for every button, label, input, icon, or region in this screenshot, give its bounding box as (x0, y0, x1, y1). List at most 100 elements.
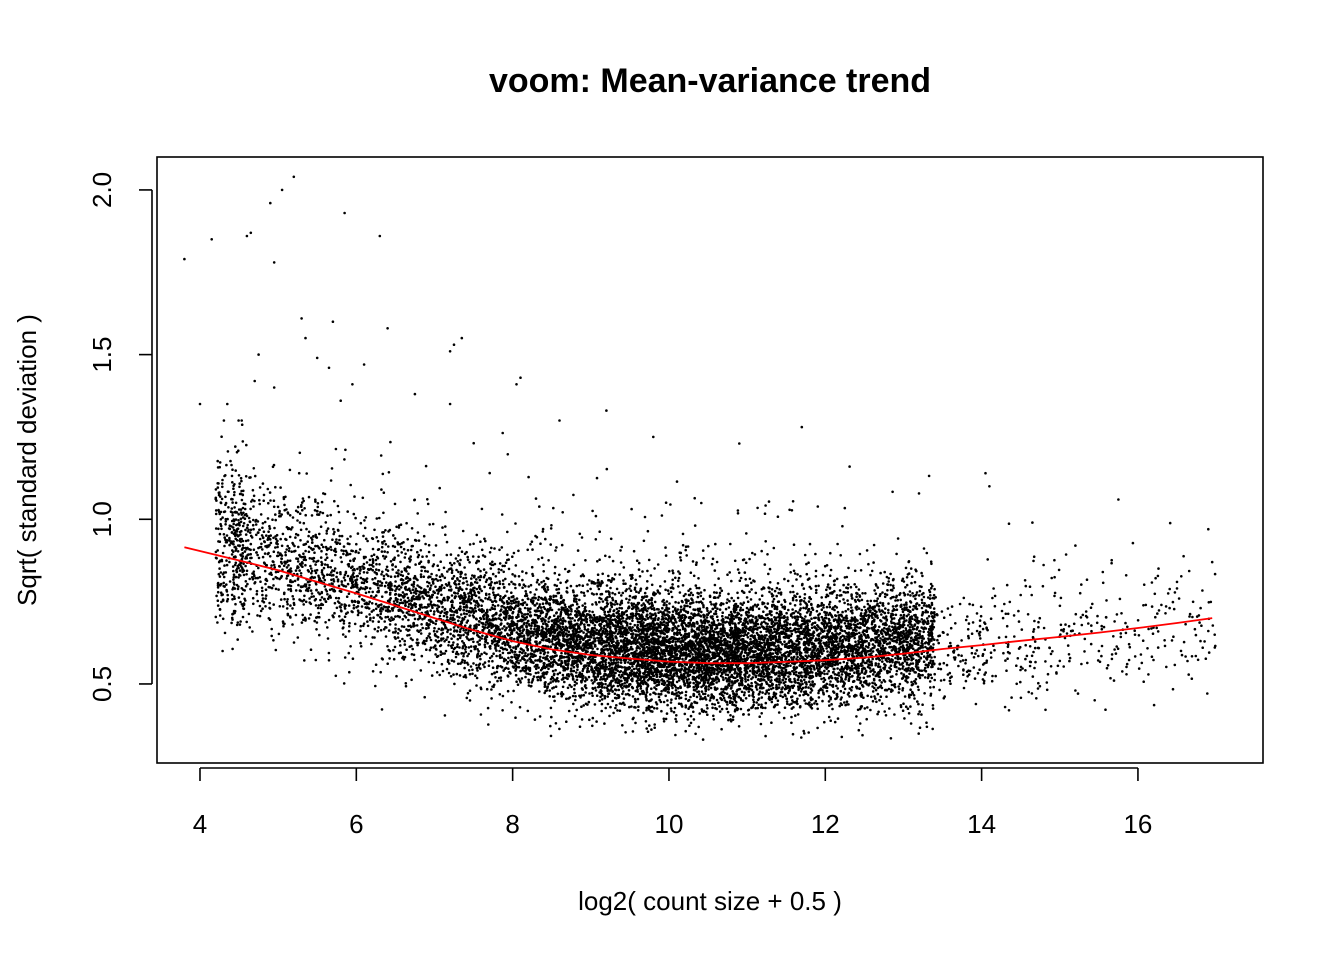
data-point (403, 556, 407, 559)
data-point (449, 628, 452, 631)
data-point (456, 645, 459, 649)
data-point (548, 695, 551, 698)
data-point (469, 649, 473, 653)
data-point (330, 571, 333, 574)
data-point (261, 607, 264, 610)
data-point (796, 611, 800, 614)
data-point (490, 546, 493, 550)
data-point (268, 586, 272, 589)
data-point (427, 660, 431, 664)
data-point (537, 671, 540, 674)
data-point (933, 587, 936, 591)
data-point (542, 570, 545, 573)
data-point (782, 663, 786, 667)
data-point (601, 600, 605, 603)
data-point (748, 590, 751, 594)
data-point (280, 557, 283, 560)
data-point (873, 695, 876, 698)
data-point (872, 543, 876, 547)
data-point (793, 604, 797, 607)
data-point (546, 588, 550, 591)
data-point (498, 598, 502, 602)
data-point (728, 684, 731, 687)
data-point (575, 607, 579, 610)
data-point (558, 633, 562, 637)
data-point (881, 644, 885, 647)
data-point (861, 592, 864, 595)
data-point (466, 558, 470, 562)
data-point (576, 549, 580, 552)
data-point (929, 686, 932, 689)
data-point (580, 705, 583, 708)
data-point (309, 564, 312, 568)
data-point (244, 475, 248, 478)
data-point (755, 682, 758, 685)
data-point (583, 625, 586, 629)
data-point (464, 650, 468, 654)
data-point (651, 674, 655, 678)
chart-title: voom: Mean-variance trend (489, 62, 931, 100)
data-point (487, 664, 491, 667)
data-point (829, 696, 832, 699)
data-point (806, 664, 809, 668)
data-point (490, 580, 493, 584)
data-point (488, 596, 491, 599)
data-point (518, 650, 522, 654)
data-point (544, 615, 548, 619)
data-point (514, 645, 518, 648)
data-point (312, 595, 316, 598)
data-point (340, 583, 344, 586)
data-point (477, 567, 480, 571)
data-point (261, 599, 264, 603)
data-point (692, 710, 695, 714)
data-point (272, 550, 276, 553)
data-point (527, 585, 530, 588)
data-point (785, 611, 788, 615)
data-point (739, 606, 742, 610)
data-point (450, 563, 454, 567)
data-point (475, 587, 479, 591)
data-point (632, 549, 636, 553)
data-point (310, 514, 314, 517)
data-point (242, 511, 245, 515)
data-point (374, 594, 378, 597)
data-point (817, 613, 820, 617)
data-point (725, 700, 729, 704)
data-point (791, 500, 795, 503)
data-point (573, 659, 576, 662)
data-point (591, 509, 594, 513)
data-point (858, 687, 861, 690)
data-point (296, 519, 299, 522)
data-point (378, 584, 382, 587)
data-point (273, 526, 276, 530)
data-point (394, 627, 397, 630)
data-point (929, 594, 932, 597)
data-point (537, 598, 540, 601)
data-point (420, 569, 423, 573)
data-point (486, 641, 489, 645)
data-point (720, 727, 723, 731)
data-point (848, 465, 851, 468)
data-point (465, 635, 468, 639)
data-point (466, 583, 469, 587)
data-point (316, 615, 319, 619)
data-point (455, 672, 459, 676)
data-point (328, 573, 332, 576)
data-point (541, 674, 544, 678)
data-point (822, 692, 825, 696)
data-point (297, 471, 301, 475)
data-point (475, 533, 479, 537)
data-point (240, 513, 243, 516)
data-point (594, 689, 598, 692)
data-point (408, 566, 411, 569)
data-point (846, 586, 850, 590)
data-point (475, 684, 478, 687)
data-point (407, 605, 410, 609)
data-point (330, 548, 333, 552)
data-point (374, 663, 378, 666)
data-point (302, 618, 305, 622)
data-point (674, 640, 677, 643)
data-point (723, 699, 727, 702)
data-point (889, 583, 892, 587)
data-point (668, 602, 671, 605)
